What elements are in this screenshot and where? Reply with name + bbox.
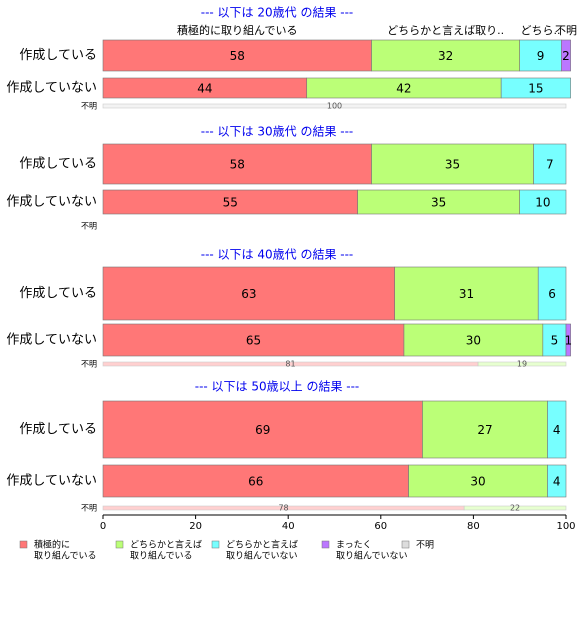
legend-label: 取り組んでいない [226, 550, 298, 562]
value-label: 30 [470, 475, 485, 489]
bar-segment [357, 189, 520, 215]
value-label: 5 [551, 334, 559, 348]
header-label: 積極的に取り組んでいる [177, 23, 297, 37]
legend-label: まったく [336, 540, 372, 551]
header-label: 不明 [555, 24, 577, 37]
bar-segment [565, 323, 571, 357]
panel-title: --- 以下は 30歳代 の結果 --- [201, 125, 354, 139]
value-label: 4 [553, 423, 561, 437]
legend-swatch [321, 540, 330, 549]
panel-title: --- 以下は 50歳以上 の結果 --- [195, 380, 360, 394]
value-label: 44 [197, 82, 212, 96]
value-label: 7 [546, 158, 554, 172]
row-label: 不明 [81, 102, 97, 111]
legend-label: 取り組んでいる [130, 550, 193, 562]
legend-label: どちらかと言えば [226, 539, 298, 551]
bar-segment [371, 143, 534, 185]
row-label: 作成している [19, 48, 97, 63]
value-label: 6 [548, 287, 556, 301]
legend-swatch [19, 540, 28, 549]
x-tick-label: 20 [189, 521, 202, 532]
row-label: 作成していない [6, 474, 97, 489]
bar-segment [408, 464, 548, 498]
row-label: 不明 [81, 222, 97, 231]
row-label: 作成していない [6, 81, 97, 96]
bar-segment [102, 323, 405, 357]
bar-segment [371, 39, 521, 72]
value-label: 2 [562, 49, 570, 63]
value-label: 22 [510, 504, 520, 513]
value-label: 31 [459, 287, 474, 301]
row-label: 不明 [81, 504, 97, 513]
legend-swatch [115, 540, 124, 549]
header-label: どちらかと言えば取り.. [387, 24, 504, 37]
bar-segment [394, 266, 539, 321]
bar-segment [422, 400, 548, 459]
bar-segment [533, 143, 567, 185]
value-label: 81 [285, 360, 295, 369]
value-label: 10 [535, 196, 550, 210]
bar-segment [463, 505, 567, 511]
row-label: 作成している [19, 286, 97, 301]
panel-title: --- 以下は 20歳代 の結果 --- [201, 6, 354, 20]
row-label: 作成している [19, 157, 97, 172]
row-label: 作成していない [6, 195, 97, 210]
bar-segment [519, 39, 562, 72]
value-label: 9 [537, 49, 545, 63]
value-label: 55 [223, 196, 238, 210]
x-tick-label: 60 [374, 521, 387, 532]
bar-segment [537, 266, 567, 321]
value-label: 35 [445, 158, 460, 172]
bar-segment [102, 39, 372, 72]
bar-segment [102, 266, 395, 321]
bar-segment [547, 464, 567, 498]
bar-segment [102, 464, 409, 498]
bar-segment [403, 323, 544, 357]
value-label: 69 [255, 423, 270, 437]
row-label: 不明 [81, 360, 97, 369]
x-tick-label: 80 [467, 521, 480, 532]
bar-segment [102, 400, 423, 459]
value-label: 35 [431, 196, 446, 210]
bar-segment [102, 189, 358, 215]
legend-label: 取り組んでいる [34, 550, 97, 562]
legend-label: 不明 [416, 540, 434, 551]
value-label: 4 [553, 475, 561, 489]
legend-label: 取り組んでいない [336, 550, 408, 562]
row-label: 作成していない [6, 333, 97, 348]
legend-swatch [401, 540, 410, 549]
bar-segment [102, 103, 567, 109]
value-label: 58 [230, 49, 245, 63]
x-tick-label: 40 [282, 521, 295, 532]
value-label: 32 [438, 49, 453, 63]
value-label: 1 [564, 334, 572, 348]
header-label: どちら.. [521, 24, 561, 37]
value-label: 66 [248, 475, 263, 489]
legend-label: 積極的に [34, 539, 70, 551]
bar-segment [547, 400, 567, 459]
legend-label: どちらかと言えば [130, 539, 202, 551]
bar-segment [519, 189, 567, 215]
bar-segment [477, 361, 567, 367]
value-label: 27 [477, 423, 492, 437]
value-label: 78 [278, 504, 288, 513]
x-tick-label: 100 [556, 521, 575, 532]
value-label: 65 [246, 334, 261, 348]
value-label: 63 [241, 287, 256, 301]
value-label: 15 [528, 82, 543, 96]
value-label: 30 [466, 334, 481, 348]
value-label: 58 [230, 158, 245, 172]
value-label: 19 [517, 360, 527, 369]
value-label: 42 [396, 82, 411, 96]
bar-segment [561, 39, 571, 72]
value-label: 100 [327, 102, 342, 111]
x-tick-label: 0 [100, 521, 106, 532]
panel-title: --- 以下は 40歳代 の結果 --- [201, 248, 354, 262]
legend-swatch [211, 540, 220, 549]
bar-segment [500, 77, 571, 99]
row-label: 作成している [19, 422, 97, 437]
